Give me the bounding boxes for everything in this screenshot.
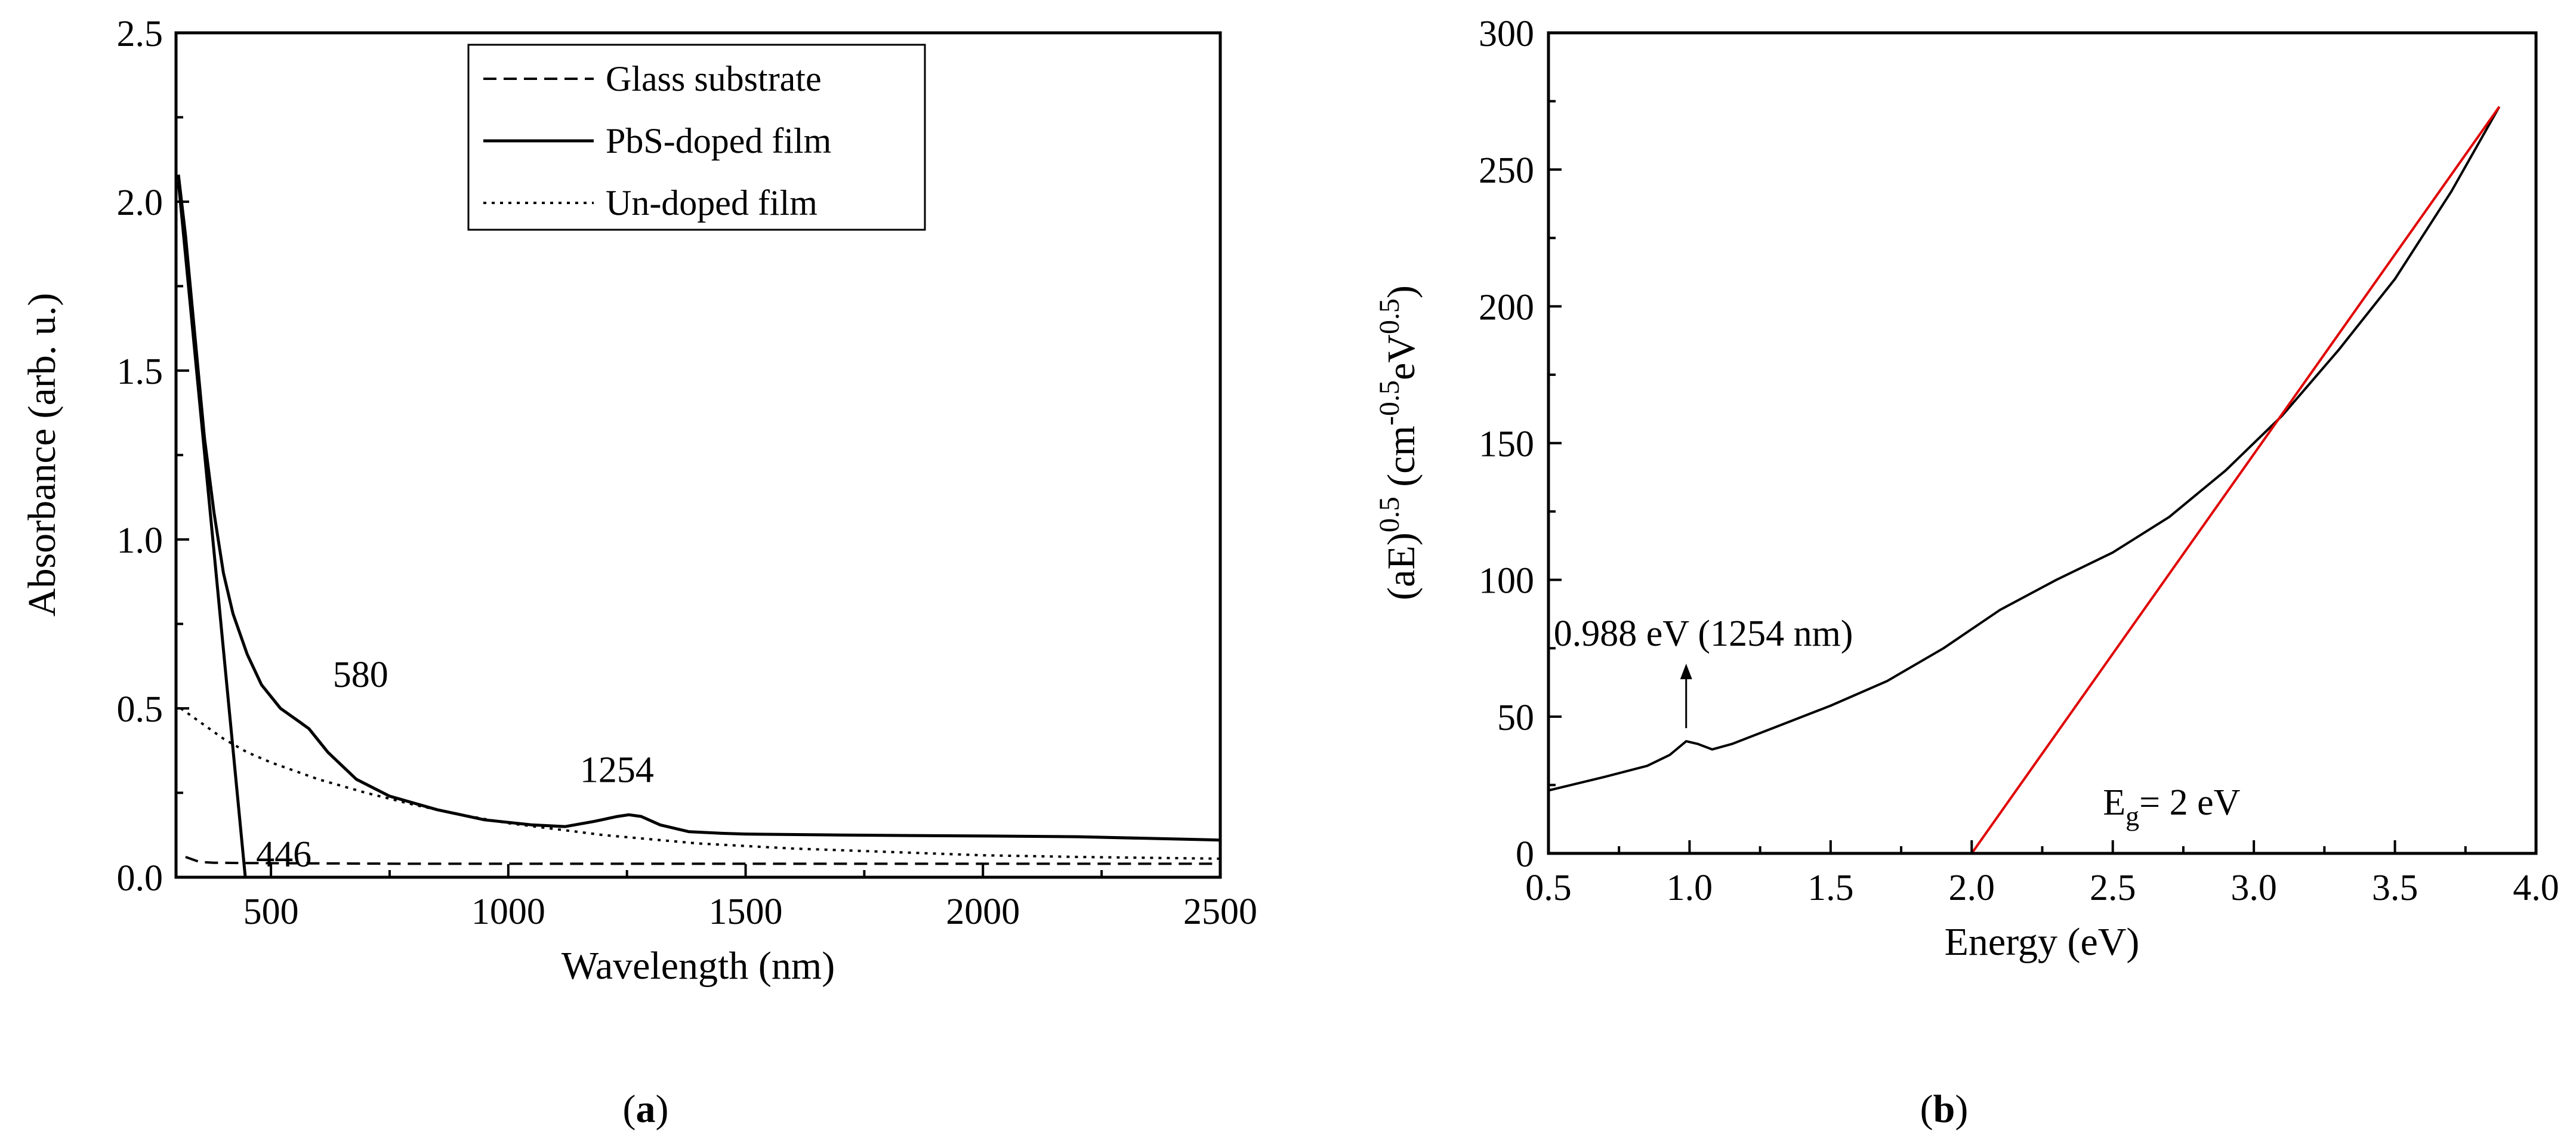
caption-b: (b) (1920, 1087, 1969, 1131)
x-tick-label-b: 1.5 (1807, 868, 1854, 908)
ylabel-sup: -0.5 (1374, 380, 1405, 425)
x-tick-label-b: 4.0 (2513, 868, 2559, 908)
panel-a: 500 1000 1500 2000 2500 0.0 0.5 1.0 1.5 2.0 2.5 Wa… (20, 14, 1257, 988)
x-tick-label-a: 1000 (471, 892, 545, 932)
annotation-a-446: 446 (256, 834, 311, 875)
x-axis-label-a: Wavelength (nm) (562, 944, 835, 988)
y-axis-label-b: (aE)0.5 (cm-0.5eV0.5) (1374, 285, 1423, 600)
annotation-a-1254: 1254 (580, 750, 654, 790)
ylabel-part: (cm (1380, 425, 1423, 497)
series-a-glass-substrate (185, 856, 1220, 865)
legend-label-glass: Glass substrate (606, 59, 822, 98)
series-a-un-doped-film (180, 707, 1221, 860)
x-tick-label-a: 500 (243, 892, 299, 932)
y-tick-label-a: 1.0 (117, 520, 163, 561)
y-tick-label-b: 50 (1497, 698, 1534, 738)
eg-sub: g (2125, 801, 2139, 831)
y-tick-label-a: 0.0 (117, 858, 163, 899)
series-a-pbs-doped-film (177, 174, 1221, 842)
y-tick-label-b: 200 (1479, 287, 1534, 328)
annotation-eg: Eg= 2 eV (2103, 782, 2240, 831)
x-axis-label-b: Energy (eV) (1945, 920, 2140, 964)
y-tick-label-b: 300 (1479, 14, 1534, 54)
y-tick-label-b: 250 (1479, 150, 1534, 191)
legend-box (467, 44, 926, 231)
ylabel-part: ) (1380, 285, 1423, 298)
legend-label-undoped: Un-doped film (606, 183, 817, 223)
annotation-peak: 0.988 eV (1254 nm) (1554, 613, 1853, 654)
ylabel-part: eV (1380, 334, 1423, 380)
series-b-tauc-curve (1548, 106, 2501, 792)
series-b-linear-fit (1970, 106, 2501, 855)
y-tick-label-a: 1.5 (117, 351, 163, 392)
y-tick-label-a: 2.5 (117, 14, 163, 54)
caption-b-letter: b (1933, 1087, 1955, 1131)
x-tick-label-a: 1500 (709, 892, 783, 932)
x-tick-label-a: 2500 (1183, 892, 1257, 932)
legend-a: Glass substrate PbS-doped film Un-doped … (467, 44, 926, 231)
x-tick-label-b: 2.0 (1949, 868, 1995, 908)
plot-frame-b (1547, 31, 2538, 855)
y-tick-label-a: 2.0 (117, 183, 163, 223)
caption-a: (a) (623, 1087, 669, 1131)
caption-a-letter: a (636, 1087, 656, 1131)
legend-label-pbs: PbS-doped film (606, 121, 831, 161)
x-tick-label-b: 1.0 (1667, 868, 1713, 908)
x-tick-label-a: 2000 (946, 892, 1020, 932)
x-tick-label-b: 2.5 (2090, 868, 2136, 908)
x-tick-label-b: 3.0 (2231, 868, 2277, 908)
eg-main: E (2103, 782, 2125, 823)
ylabel-part: (aE) (1380, 532, 1423, 600)
y-tick-label-b: 100 (1479, 561, 1534, 602)
series-a-tangent-line (177, 181, 247, 878)
x-tick-label-b: 0.5 (1525, 868, 1572, 908)
ylabel-sup: 0.5 (1374, 298, 1405, 334)
x-tick-label-b: 3.5 (2372, 868, 2418, 908)
y-tick-label-a: 0.5 (117, 689, 163, 730)
y-tick-label-b: 0 (1516, 834, 1534, 875)
annotation-a-580: 580 (333, 655, 388, 695)
eg-rest: = 2 eV (2139, 782, 2240, 823)
ylabel-sup: 0.5 (1374, 497, 1405, 532)
arrow-head (1680, 664, 1692, 680)
y-axis-label-a: Absorbance (arb. u.) (20, 293, 64, 616)
panel-b: 0.5 1.0 1.5 2.0 2.5 3.0 3.5 4.0 0 50 100 150 200 250 3… (1374, 14, 2559, 964)
y-tick-label-b: 150 (1479, 424, 1534, 465)
